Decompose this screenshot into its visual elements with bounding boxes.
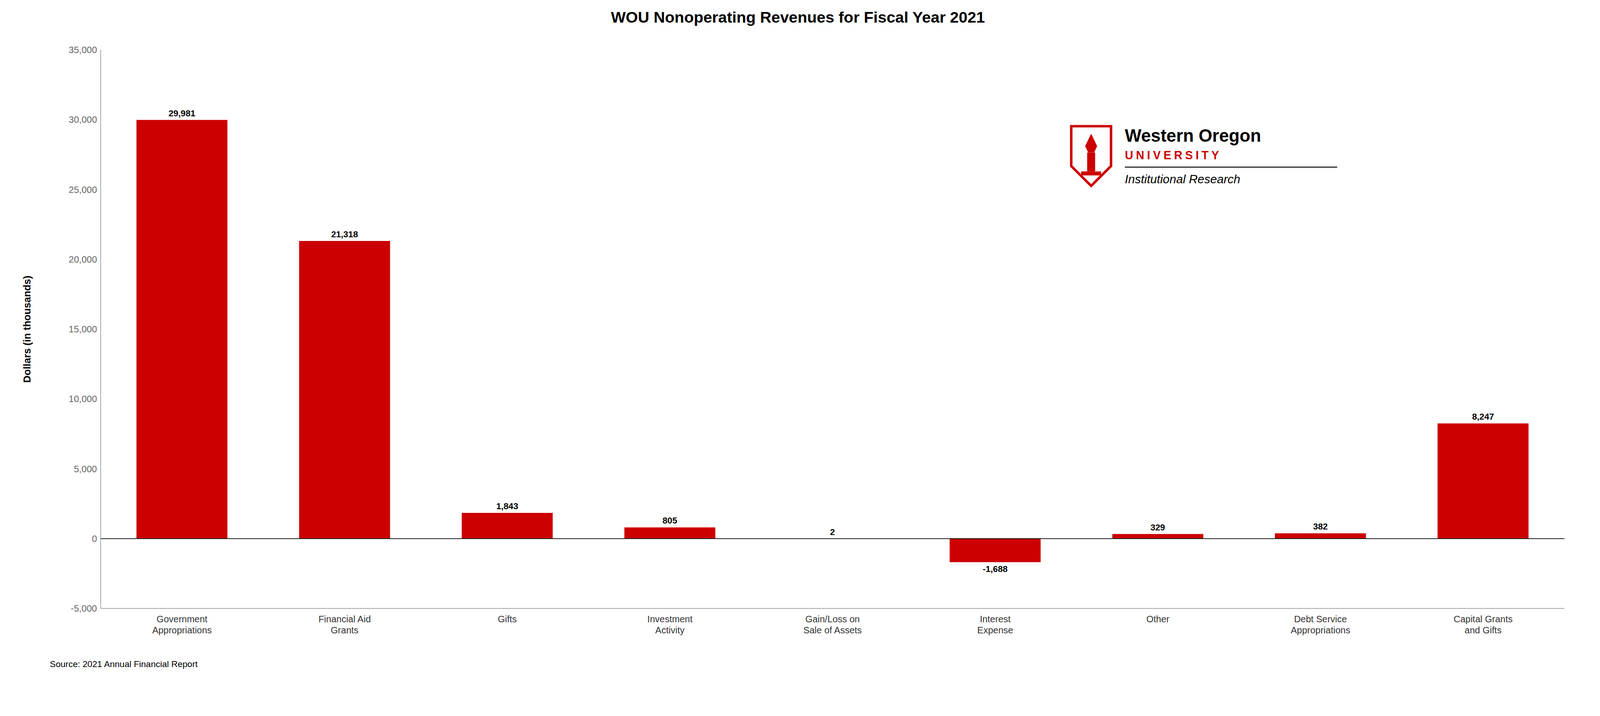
svg-text:-1,688: -1,688 xyxy=(982,564,1008,574)
svg-text:29,981: 29,981 xyxy=(168,108,196,119)
svg-text:10,000: 10,000 xyxy=(68,393,97,405)
svg-text:21,318: 21,318 xyxy=(331,229,358,240)
svg-text:Other: Other xyxy=(1146,614,1170,625)
svg-text:Debt ServiceAppropriations: Debt ServiceAppropriations xyxy=(1290,614,1351,636)
svg-text:20,000: 20,000 xyxy=(68,254,97,265)
svg-text:0: 0 xyxy=(91,533,97,544)
svg-text:Financial AidGrants: Financial AidGrants xyxy=(318,614,371,636)
html-text:UNIVERSITY: UNIVERSITY xyxy=(1124,148,1222,162)
svg-text:2: 2 xyxy=(830,527,836,538)
svg-text:805: 805 xyxy=(662,515,678,526)
svg-text:329: 329 xyxy=(1150,522,1166,533)
html-text:Institutional Research: Institutional Research xyxy=(1124,172,1241,186)
svg-text:35,000: 35,000 xyxy=(68,44,97,55)
svg-text:5,000: 5,000 xyxy=(73,464,97,475)
svg-text:1,843: 1,843 xyxy=(496,501,519,512)
svg-text:25,000: 25,000 xyxy=(68,184,97,195)
svg-text:GovernmentAppropriations: GovernmentAppropriations xyxy=(152,614,212,636)
svg-text:8,247: 8,247 xyxy=(1472,411,1495,422)
svg-text:-5,000: -5,000 xyxy=(70,603,97,614)
svg-text:Gifts: Gifts xyxy=(497,614,517,625)
html-text:WOU Nonoperating Revenues for: WOU Nonoperating Revenues for Fiscal Yea… xyxy=(610,8,985,26)
svg-text:Capital Grantsand Gifts: Capital Grantsand Gifts xyxy=(1453,614,1513,636)
svg-text:15,000: 15,000 xyxy=(68,324,97,335)
html-text:Western Oregon: Western Oregon xyxy=(1124,125,1262,146)
svg-text:InterestExpense: InterestExpense xyxy=(977,614,1014,636)
svg-text:30,000: 30,000 xyxy=(68,114,97,125)
svg-text:Dollars (in thousands): Dollars (in thousands) xyxy=(21,275,33,383)
html-text:Source: 2021 Annual Financial: Source: 2021 Annual Financial Report xyxy=(49,659,198,670)
svg-text:InvestmentActivity: InvestmentActivity xyxy=(647,614,693,636)
svg-text:382: 382 xyxy=(1313,521,1329,532)
svg-text:Gain/Loss onSale of Assets: Gain/Loss onSale of Assets xyxy=(803,614,863,636)
